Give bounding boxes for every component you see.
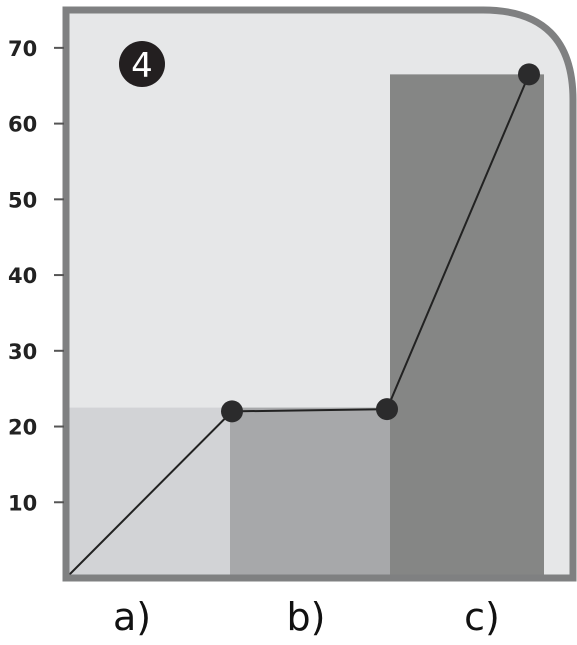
plot-frame: [62, 6, 577, 582]
x-category-label: b): [287, 595, 326, 639]
y-tick-label: 70: [8, 37, 37, 61]
x-category-label: a): [113, 595, 151, 639]
y-tick-label: 20: [8, 416, 37, 440]
y-tick-label: 50: [8, 188, 37, 212]
y-tick-label: 30: [8, 340, 37, 364]
number-badge: [119, 41, 165, 87]
data-point-3: [518, 63, 540, 86]
y-tick-label: 60: [8, 113, 37, 137]
bar-2: [230, 407, 390, 578]
data-point-1: [221, 400, 243, 423]
number-badge-label: 4: [131, 46, 153, 86]
series-line: [65, 73, 530, 579]
y-tick-label: 40: [8, 264, 37, 288]
x-category-label: c): [464, 595, 500, 639]
y-tick-label: 10: [8, 491, 37, 515]
data-point-2: [376, 398, 398, 421]
bar-3: [390, 74, 544, 578]
